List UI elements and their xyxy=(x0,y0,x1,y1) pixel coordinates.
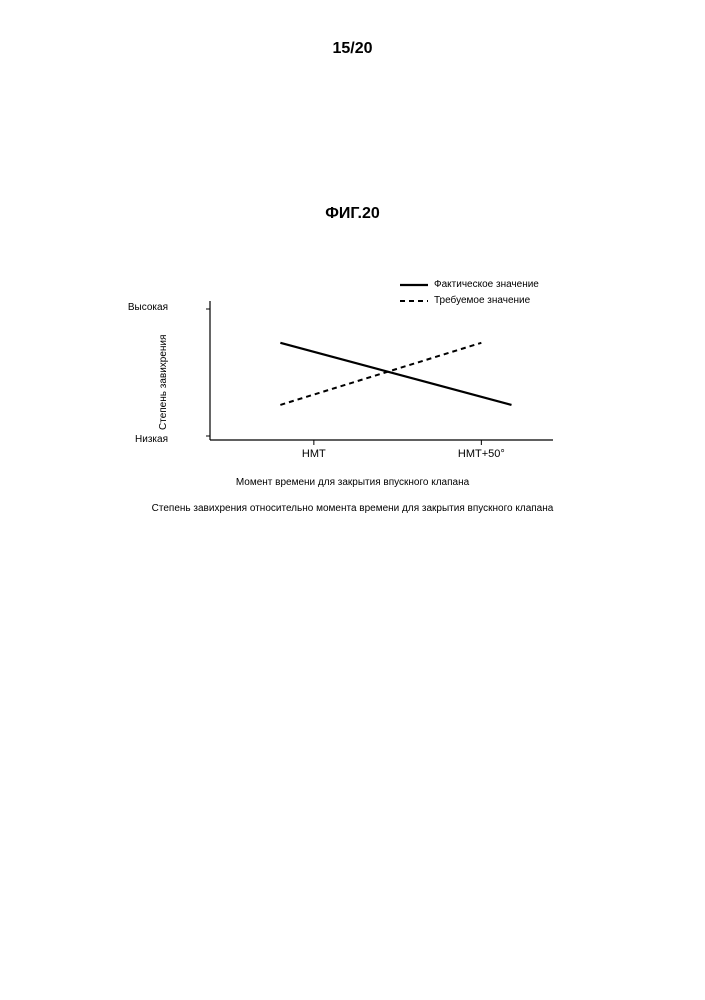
figure-title: ФИГ.20 xyxy=(0,205,705,223)
chart-svg xyxy=(140,280,580,460)
x-axis-label: Момент времени для закрытия впускного кл… xyxy=(0,477,705,488)
chart-caption: Степень завихрения относительно момента … xyxy=(0,503,705,514)
x-tick-label: НМТ+50° xyxy=(458,448,505,460)
x-tick-label: НМТ xyxy=(302,448,326,460)
page: 15/20 ФИГ.20 Фактическое значение Требуе… xyxy=(0,0,705,1000)
chart-area xyxy=(140,280,580,460)
page-number: 15/20 xyxy=(0,40,705,58)
